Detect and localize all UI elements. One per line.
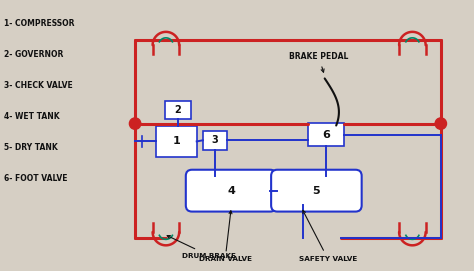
Text: 5- DRY TANK: 5- DRY TANK xyxy=(4,143,57,152)
FancyBboxPatch shape xyxy=(203,131,227,150)
Text: 3: 3 xyxy=(211,135,218,145)
Text: 4- WET TANK: 4- WET TANK xyxy=(4,112,59,121)
Text: 2: 2 xyxy=(174,105,182,115)
Text: 1- COMPRESSOR: 1- COMPRESSOR xyxy=(4,19,74,28)
FancyBboxPatch shape xyxy=(308,123,344,146)
Text: 4: 4 xyxy=(227,186,235,196)
Text: DRAIN VALVE: DRAIN VALVE xyxy=(199,211,252,263)
Text: 1: 1 xyxy=(173,136,181,146)
Text: 5: 5 xyxy=(312,186,320,196)
Circle shape xyxy=(129,118,141,129)
Text: 2- GOVERNOR: 2- GOVERNOR xyxy=(4,50,63,59)
Text: DRUM BRAKE: DRUM BRAKE xyxy=(167,235,237,259)
FancyBboxPatch shape xyxy=(156,126,197,157)
Circle shape xyxy=(435,118,447,129)
FancyBboxPatch shape xyxy=(165,101,191,119)
Text: 3- CHECK VALVE: 3- CHECK VALVE xyxy=(4,81,73,90)
Text: 6- FOOT VALVE: 6- FOOT VALVE xyxy=(4,173,67,183)
Text: SAFETY VALVE: SAFETY VALVE xyxy=(299,210,357,262)
FancyBboxPatch shape xyxy=(271,170,362,212)
Text: BRAKE PEDAL: BRAKE PEDAL xyxy=(289,52,348,72)
Text: 6: 6 xyxy=(322,130,330,140)
FancyBboxPatch shape xyxy=(186,170,276,212)
